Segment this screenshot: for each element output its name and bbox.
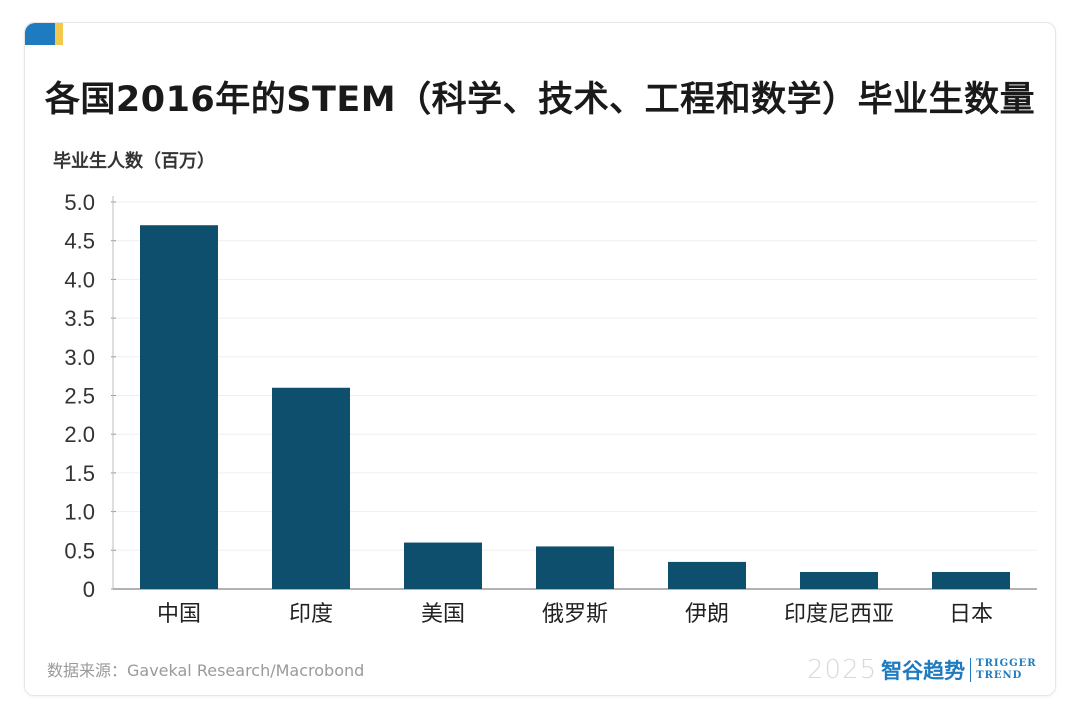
y-axis-title: 毕业生人数（百万）: [53, 151, 215, 172]
brand-year: 2025: [807, 655, 878, 685]
chart-card: 各国2016年的STEM（科学、技术、工程和数学）毕业生数量 毕业生人数（百万）…: [24, 22, 1056, 696]
y-tick-label: 3.0: [64, 345, 95, 370]
source-note: 数据来源：Gavekal Research/Macrobond: [47, 661, 365, 680]
y-tick-label: 3.5: [64, 306, 95, 331]
brand-divider: [970, 658, 972, 682]
brand-name: 智谷趋势: [881, 658, 966, 683]
bar-chart: 0 0.5 1.0 1.5 2.0 2.5 3.0 3.5 4.0 4.5 5.0 中国 印度 美国 俄罗斯…: [64, 190, 1037, 623]
y-tick-label: 5.0: [64, 190, 95, 215]
x-tick-label: 印度: [289, 602, 333, 623]
bar: [140, 225, 218, 589]
brand-english-line2: TREND: [976, 670, 1023, 681]
y-tick-label: 1.0: [64, 500, 95, 525]
bar: [536, 546, 614, 589]
x-tick-label: 美国: [421, 602, 465, 623]
y-tick-label: 2.0: [64, 422, 95, 447]
y-tick-label: 2.5: [64, 384, 95, 409]
bar: [272, 387, 350, 589]
bar: [404, 542, 482, 589]
y-tick-label: 0.5: [64, 538, 95, 563]
bar: [932, 571, 1010, 589]
y-tick-label: 4.5: [64, 229, 95, 254]
x-tick-label: 伊朗: [685, 602, 729, 623]
y-tick-label: 0: [83, 577, 95, 602]
y-tick-label: 1.5: [64, 461, 95, 486]
accent-blue-tab: [25, 23, 55, 45]
brand-english: TRIGGER TREND: [976, 658, 1036, 682]
x-tick-label: 俄罗斯: [542, 602, 608, 623]
x-tick-label: 中国: [157, 602, 201, 623]
bar: [668, 561, 746, 589]
chart-title: 各国2016年的STEM（科学、技术、工程和数学）毕业生数量: [44, 80, 1036, 120]
accent-yellow-tab: [55, 23, 63, 45]
x-tick-label: 印度尼西亚: [784, 602, 894, 623]
brand-english-line1: TRIGGER: [976, 658, 1037, 669]
brand-logo: 2025 智谷趋势 TRIGGER TREND: [807, 655, 1037, 685]
y-tick-label: 4.0: [64, 267, 95, 292]
x-tick-label: 日本: [949, 602, 993, 623]
bar: [800, 571, 878, 589]
